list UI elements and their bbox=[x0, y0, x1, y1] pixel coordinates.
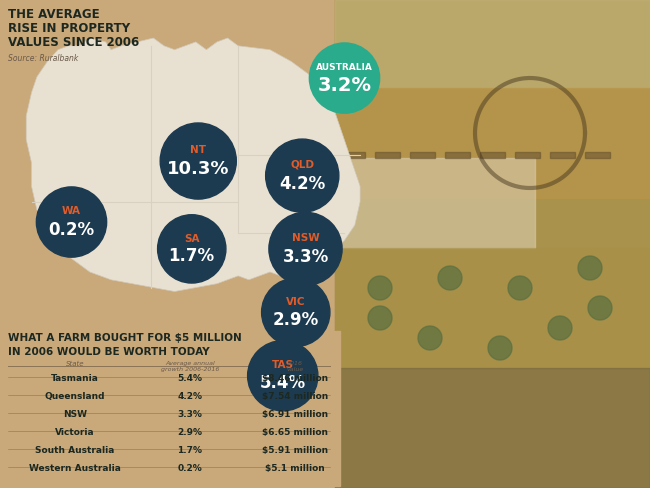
Bar bbox=[445, 152, 470, 158]
Bar bbox=[515, 152, 540, 158]
Circle shape bbox=[269, 212, 342, 285]
Text: NT: NT bbox=[190, 144, 206, 155]
Text: QLD: QLD bbox=[291, 160, 314, 170]
Circle shape bbox=[266, 139, 339, 212]
Circle shape bbox=[548, 316, 572, 340]
Text: $8.46 million: $8.46 million bbox=[262, 374, 328, 383]
Text: 4.2%: 4.2% bbox=[177, 392, 203, 401]
Text: SA: SA bbox=[184, 234, 200, 244]
Text: WHAT A FARM BOUGHT FOR $5 MILLION: WHAT A FARM BOUGHT FOR $5 MILLION bbox=[8, 333, 242, 343]
Text: TAS: TAS bbox=[272, 360, 294, 370]
Text: South Australia: South Australia bbox=[35, 446, 114, 455]
Text: 4.2%: 4.2% bbox=[279, 175, 326, 193]
Text: Queensland: Queensland bbox=[45, 392, 105, 401]
Circle shape bbox=[36, 187, 107, 257]
Bar bbox=[335, 88, 650, 198]
Circle shape bbox=[248, 341, 318, 411]
Text: 0.2%: 0.2% bbox=[49, 221, 94, 239]
Bar bbox=[480, 152, 505, 158]
Bar bbox=[375, 152, 400, 158]
Text: 5.4%: 5.4% bbox=[177, 374, 203, 383]
Bar bbox=[340, 152, 365, 158]
Text: $7.54 million: $7.54 million bbox=[262, 392, 328, 401]
Circle shape bbox=[588, 296, 612, 320]
Circle shape bbox=[368, 306, 392, 330]
Circle shape bbox=[157, 215, 226, 283]
Text: Source: Ruralbank: Source: Ruralbank bbox=[8, 54, 78, 63]
Text: $5.1 million: $5.1 million bbox=[265, 464, 325, 473]
Circle shape bbox=[488, 336, 512, 360]
Text: 5.4%: 5.4% bbox=[260, 374, 306, 392]
Text: WA: WA bbox=[62, 206, 81, 217]
Circle shape bbox=[160, 123, 237, 199]
Text: 3.3%: 3.3% bbox=[177, 410, 202, 419]
Text: RISE IN PROPERTY: RISE IN PROPERTY bbox=[8, 22, 130, 35]
Text: VIC: VIC bbox=[286, 297, 306, 307]
Text: NSW: NSW bbox=[63, 410, 87, 419]
Text: VALUES SINCE 2006: VALUES SINCE 2006 bbox=[8, 36, 139, 49]
Bar bbox=[335, 0, 650, 88]
Text: Average annual
growth 2006-2016: Average annual growth 2006-2016 bbox=[161, 361, 219, 372]
Circle shape bbox=[309, 43, 380, 113]
Circle shape bbox=[261, 278, 330, 346]
Text: Victoria: Victoria bbox=[55, 428, 95, 437]
Bar bbox=[585, 152, 610, 158]
Polygon shape bbox=[26, 38, 360, 291]
Text: 2016
value: 2016 value bbox=[287, 361, 304, 372]
Text: $6.65 million: $6.65 million bbox=[262, 428, 328, 437]
Circle shape bbox=[418, 326, 442, 350]
Bar bbox=[5, 331, 340, 486]
Circle shape bbox=[508, 276, 532, 300]
Text: IN 2006 WOULD BE WORTH TODAY: IN 2006 WOULD BE WORTH TODAY bbox=[8, 347, 209, 357]
Bar bbox=[335, 158, 535, 248]
Bar bbox=[335, 48, 650, 148]
Polygon shape bbox=[286, 311, 318, 334]
Bar bbox=[410, 152, 435, 158]
Bar bbox=[335, 0, 650, 208]
Text: AUSTRALIA: AUSTRALIA bbox=[316, 63, 373, 72]
Text: 1.7%: 1.7% bbox=[169, 247, 214, 265]
Text: Western Australia: Western Australia bbox=[29, 464, 121, 473]
Bar bbox=[550, 152, 575, 158]
Circle shape bbox=[578, 256, 602, 280]
Bar bbox=[335, 0, 650, 48]
Text: THE AVERAGE: THE AVERAGE bbox=[8, 8, 99, 21]
Bar bbox=[335, 368, 650, 488]
Text: 3.3%: 3.3% bbox=[282, 248, 329, 266]
Text: NSW: NSW bbox=[292, 233, 319, 243]
Text: 1.7%: 1.7% bbox=[177, 446, 203, 455]
Text: State: State bbox=[66, 361, 84, 367]
Circle shape bbox=[438, 266, 462, 290]
Circle shape bbox=[368, 276, 392, 300]
Text: 0.2%: 0.2% bbox=[177, 464, 202, 473]
Text: $5.91 million: $5.91 million bbox=[262, 446, 328, 455]
Text: 3.2%: 3.2% bbox=[317, 76, 372, 95]
Text: $6.91 million: $6.91 million bbox=[262, 410, 328, 419]
Bar bbox=[335, 0, 650, 488]
Text: 2.9%: 2.9% bbox=[272, 311, 319, 329]
Text: 2.9%: 2.9% bbox=[177, 428, 203, 437]
Text: Tasmania: Tasmania bbox=[51, 374, 99, 383]
Bar bbox=[335, 148, 650, 208]
Bar bbox=[335, 248, 650, 368]
Text: 10.3%: 10.3% bbox=[167, 161, 229, 179]
